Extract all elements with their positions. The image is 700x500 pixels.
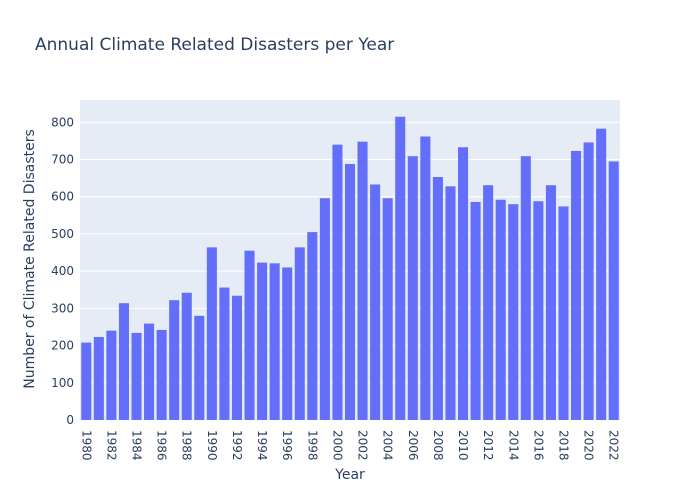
- bar-1983[interactable]: [118, 303, 129, 420]
- x-tick-label: 2000: [330, 430, 344, 461]
- y-tick-label: 600: [51, 190, 74, 204]
- y-tick-label: 800: [51, 115, 74, 129]
- bar-1980[interactable]: [81, 342, 92, 420]
- bar-2004[interactable]: [382, 198, 393, 420]
- x-tick-label: 1980: [79, 430, 93, 461]
- y-axis-ticks: 0 100 200 300 400 500 600 700 800: [51, 115, 74, 427]
- x-tick-label: 2020: [582, 430, 596, 461]
- bar-2013[interactable]: [495, 199, 506, 420]
- x-tick-label: 2012: [481, 430, 495, 461]
- bar-2002[interactable]: [357, 141, 368, 421]
- bar-1999[interactable]: [319, 198, 330, 420]
- bar-1993[interactable]: [244, 250, 255, 420]
- bar-1992[interactable]: [231, 295, 242, 420]
- bar-2000[interactable]: [332, 144, 343, 420]
- x-tick-label: 1994: [255, 430, 269, 461]
- bar-2022[interactable]: [608, 161, 619, 420]
- x-tick-label: 1998: [305, 430, 319, 461]
- x-tick-label: 1984: [130, 430, 144, 461]
- bar-2016[interactable]: [533, 201, 544, 420]
- x-tick-label: 2006: [406, 430, 420, 461]
- y-tick-label: 200: [51, 339, 74, 353]
- bar-1986[interactable]: [156, 329, 167, 420]
- bar-1991[interactable]: [219, 287, 230, 420]
- bar-2021[interactable]: [596, 128, 607, 420]
- bar-1984[interactable]: [131, 332, 142, 420]
- x-tick-label: 2014: [506, 430, 520, 461]
- y-tick-label: 0: [66, 413, 74, 427]
- y-tick-label: 400: [51, 264, 74, 278]
- x-tick-label: 1992: [230, 430, 244, 461]
- x-axis-ticks: 1980 1982 1984 1986 1988 1990 1992 1994 1996 1998…: [79, 430, 620, 461]
- bar-2012[interactable]: [483, 185, 494, 420]
- x-tick-label: 2002: [356, 430, 370, 461]
- bar-1998[interactable]: [307, 232, 318, 420]
- bar-2017[interactable]: [545, 185, 556, 420]
- bar-2009[interactable]: [445, 186, 456, 420]
- x-tick-label: 2008: [431, 430, 445, 461]
- bar-1985[interactable]: [144, 323, 155, 420]
- bar-2003[interactable]: [370, 184, 381, 420]
- bar-1995[interactable]: [269, 263, 280, 420]
- bar-1996[interactable]: [282, 267, 293, 420]
- x-tick-label: 2022: [607, 430, 621, 461]
- x-tick-label: 2016: [531, 430, 545, 461]
- bar-2008[interactable]: [432, 177, 443, 420]
- bar-2011[interactable]: [470, 201, 481, 420]
- y-tick-label: 300: [51, 301, 74, 315]
- bar-2006[interactable]: [407, 156, 418, 420]
- x-tick-label: 1996: [280, 430, 294, 461]
- bar-1987[interactable]: [169, 300, 180, 420]
- bar-2018[interactable]: [558, 206, 569, 420]
- bar-1989[interactable]: [194, 315, 205, 420]
- bar-2020[interactable]: [583, 142, 594, 421]
- bar-2015[interactable]: [520, 156, 531, 420]
- bar-2010[interactable]: [458, 147, 469, 420]
- bar-2001[interactable]: [344, 164, 356, 420]
- bar-2007[interactable]: [420, 136, 431, 420]
- chart-title: Annual Climate Related Disasters per Yea…: [35, 35, 394, 55]
- bar-2005[interactable]: [395, 116, 406, 421]
- bars: [81, 116, 619, 421]
- x-tick-label: 1990: [205, 430, 219, 461]
- bar-1990[interactable]: [206, 247, 217, 420]
- bar-1994[interactable]: [257, 262, 268, 420]
- x-tick-label: 1982: [104, 430, 118, 461]
- y-tick-label: 500: [51, 227, 74, 241]
- x-axis-title: Year: [334, 467, 365, 483]
- bar-1982[interactable]: [106, 330, 117, 420]
- bar-1988[interactable]: [181, 292, 192, 420]
- x-tick-label: 1988: [180, 430, 194, 461]
- bar-1981[interactable]: [93, 337, 104, 420]
- bar-2014[interactable]: [508, 204, 519, 420]
- x-tick-label: 1986: [155, 430, 169, 461]
- x-tick-label: 2018: [556, 430, 570, 461]
- bar-2019[interactable]: [571, 150, 582, 421]
- x-tick-label: 2004: [381, 430, 395, 461]
- bar-1997[interactable]: [294, 247, 305, 420]
- y-tick-label: 700: [51, 153, 74, 167]
- x-tick-label: 2010: [456, 430, 470, 461]
- y-tick-label: 100: [51, 376, 74, 390]
- y-axis-title: Number of Climate Related Disasters: [22, 129, 38, 389]
